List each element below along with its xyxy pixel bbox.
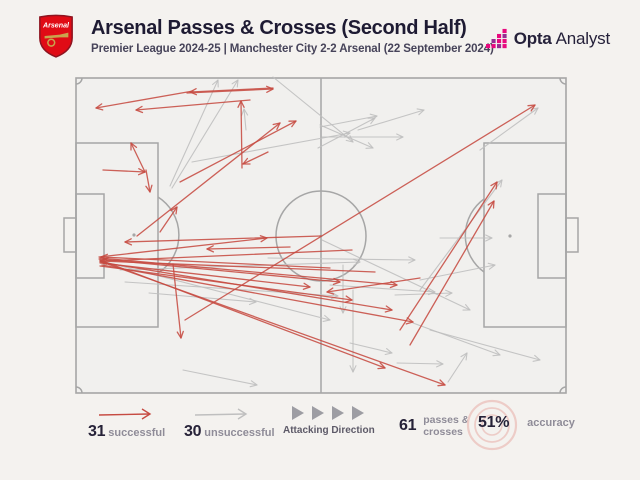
attacking-direction-icon — [291, 406, 364, 420]
crest-cannon-icon — [44, 32, 69, 39]
pass-arrow-unsuccessful — [357, 108, 425, 131]
accuracy-value: 51% — [478, 414, 510, 431]
right-penalty-spot — [508, 234, 512, 238]
pass-arrow-successful — [99, 265, 353, 303]
pass-arrow-successful — [179, 120, 297, 183]
pass-arrow-successful — [98, 235, 268, 258]
pass-arrow-successful — [130, 142, 146, 173]
pass-arrow-unsuccessful — [396, 360, 444, 368]
unsuccessful-label: 30 unsuccessful — [184, 423, 275, 440]
page-subtitle: Premier League 2024-25 | Manchester City… — [91, 43, 494, 55]
pass-arrow-unsuccessful — [272, 76, 354, 143]
total-count: 61 — [399, 417, 417, 435]
pass-arrow-unsuccessful — [267, 256, 416, 264]
pass-arrow-unsuccessful — [319, 124, 374, 149]
pass-arrow-unsuccessful — [349, 342, 393, 356]
pass-arrow-unsuccessful — [321, 133, 404, 141]
attacking-direction-label: Attacking Direction — [283, 425, 375, 436]
successful-count: 31 — [88, 423, 106, 440]
header: Arsenal Arsenal Passes & Crosses (Second… — [0, 0, 640, 72]
pass-arrow-unsuccessful — [317, 117, 376, 149]
opta-analyst-logo: Opta Analyst — [485, 28, 611, 50]
legend-attacking-direction: Attacking Direction — [283, 404, 375, 436]
pass-arrow-successful — [101, 261, 446, 387]
pass-arrow-unsuccessful — [329, 284, 436, 296]
pass-arrow-successful — [186, 85, 274, 94]
left-goal — [63, 217, 77, 253]
legend-successful: 31 successful — [88, 408, 165, 441]
pass-arrow-unsuccessful — [429, 329, 541, 362]
pass-arrow-unsuccessful — [171, 79, 239, 189]
crest-cannon-wheel — [47, 38, 56, 47]
pass-arrow-successful — [159, 206, 178, 233]
accuracy-label: accuracy — [527, 417, 575, 429]
total-label: passes & crosses — [423, 414, 470, 439]
pass-arrow-successful — [135, 99, 251, 114]
title-block: Arsenal Passes & Crosses (Second Half) P… — [91, 17, 494, 55]
pass-arrow-unsuccessful — [191, 130, 351, 163]
legend-unsuccessful: 30 unsuccessful — [184, 408, 275, 441]
unsuccessful-pass-arrow-icon — [194, 408, 248, 420]
accuracy-rings-icon — [466, 399, 518, 451]
center-circle — [275, 190, 367, 282]
pass-arrow-unsuccessful — [419, 179, 503, 291]
pass-arrow-unsuccessful — [419, 262, 496, 281]
pass-arrow-unsuccessful — [241, 108, 249, 131]
brand-name-light: Analyst — [555, 29, 611, 48]
pass-arrow-successful — [145, 169, 153, 193]
pass-arrow-unsuccessful — [412, 322, 501, 357]
pass-arrow-successful — [99, 262, 311, 290]
opta-logo-icon — [485, 28, 507, 49]
pass-arrow-unsuccessful — [182, 369, 258, 388]
crest-club-name: Arsenal — [42, 21, 70, 29]
page-title: Arsenal Passes & Crosses (Second Half) — [91, 17, 467, 39]
pass-arrow-successful — [237, 100, 245, 169]
pass-arrow-successful — [399, 181, 498, 331]
successful-label: 31 successful — [88, 423, 166, 440]
successful-pass-arrow-icon — [98, 408, 152, 420]
pass-arrow-successful — [242, 151, 269, 165]
pass-arrow-successful — [189, 87, 274, 96]
corner-arc-bottom-right — [559, 386, 567, 394]
legend-total: 61 passes & crosses — [399, 414, 469, 438]
pass-arrow-unsuccessful — [447, 352, 468, 383]
pass-arrow-successful — [326, 277, 421, 295]
legend: 31 successful 30 unsuccessful Attacking … — [0, 399, 640, 458]
pass-arrow-successful — [172, 263, 184, 339]
right-goal — [565, 217, 579, 253]
left-penalty-spot — [132, 233, 136, 237]
pass-arrow-successful — [101, 249, 353, 265]
pass-arrow-successful — [184, 104, 536, 321]
pass-arrows — [95, 76, 541, 388]
legend-accuracy: 51% accuracy — [466, 399, 575, 451]
pass-arrow-unsuccessful — [439, 234, 493, 242]
arsenal-crest: Arsenal — [39, 14, 73, 58]
right-penalty-arc — [464, 198, 485, 273]
pass-arrow-unsuccessful — [169, 79, 219, 187]
pass-arrow-successful — [409, 200, 495, 346]
pass-arrow-successful — [206, 245, 291, 253]
pass-arrow-successful — [95, 90, 194, 111]
pass-arrow-unsuccessful — [479, 107, 539, 151]
corner-arc-top-right — [559, 77, 567, 85]
pass-arrow-unsuccessful — [321, 239, 471, 311]
pass-arrow-successful — [124, 235, 322, 246]
corner-arc-bottom-left — [75, 386, 83, 394]
unsuccessful-count: 30 — [184, 423, 202, 440]
brand-name-bold: Opta — [513, 29, 552, 48]
pass-arrow-successful — [98, 258, 341, 286]
pass-arrow-successful — [101, 264, 414, 325]
corner-arc-top-left — [75, 77, 83, 85]
